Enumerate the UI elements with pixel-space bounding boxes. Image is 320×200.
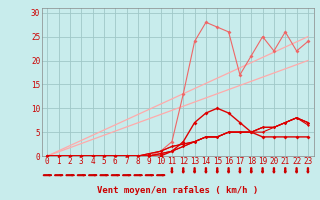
X-axis label: Vent moyen/en rafales ( km/h ): Vent moyen/en rafales ( km/h ) [97, 186, 258, 195]
